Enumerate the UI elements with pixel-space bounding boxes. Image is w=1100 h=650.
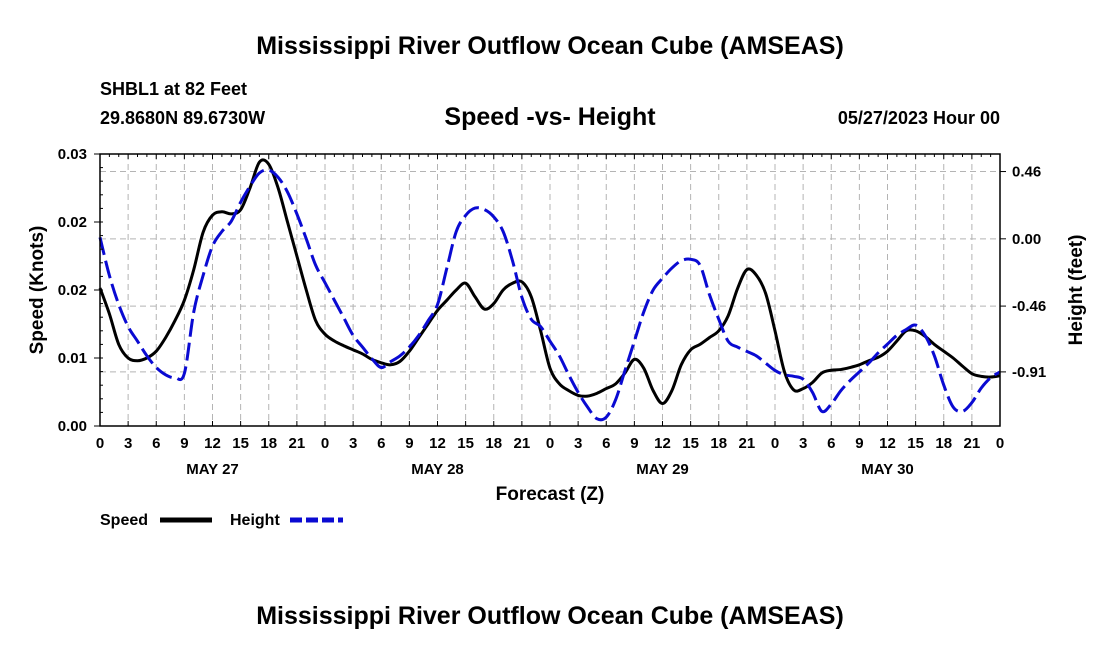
y2-tick-label: 0.00: [1012, 231, 1041, 248]
y-tick-label: 0.00: [58, 418, 87, 435]
day-label: MAY 27: [186, 461, 239, 478]
y-axis-left: 0.00 0.01 0.02 0.02 0.03: [58, 146, 103, 435]
x-tick-label: 9: [855, 435, 863, 452]
day-label: MAY 29: [636, 461, 689, 478]
x-tick-label: 12: [879, 435, 896, 452]
x-axis: 0 3 6 9 12 15 18 21 0 3 6 9 12 15 18 21 0 3 6 9 12 15 18 21 0 3 6 9…: [96, 154, 1004, 452]
chart-title: Mississippi River Outflow Ocean Cube (AM…: [256, 32, 844, 60]
x-tick-label: 3: [124, 435, 132, 452]
x-tick-label: 9: [630, 435, 638, 452]
day-label: MAY 30: [861, 461, 914, 478]
legend: Speed Height: [100, 512, 343, 529]
day-labels: MAY 27 MAY 28 MAY 29 MAY 30: [186, 461, 914, 478]
x-tick-label: 15: [682, 435, 699, 452]
x-axis-label: Forecast (Z): [496, 484, 605, 505]
x-tick-label: 12: [204, 435, 221, 452]
x-tick-label: 18: [485, 435, 502, 452]
x-tick-label: 3: [349, 435, 357, 452]
x-tick-label: 18: [935, 435, 952, 452]
x-tick-label: 0: [771, 435, 779, 452]
x-tick-label: 0: [321, 435, 329, 452]
x-tick-label: 18: [260, 435, 277, 452]
x-tick-label: 9: [180, 435, 188, 452]
x-tick-label: 12: [429, 435, 446, 452]
series-line-height: [98, 168, 1001, 422]
x-tick-label: 21: [514, 435, 531, 452]
y-tick-label: 0.02: [58, 214, 87, 231]
x-tick-label: 0: [996, 435, 1004, 452]
date-label: 05/27/2023 Hour 00: [838, 108, 1000, 128]
x-tick-label: 6: [602, 435, 610, 452]
x-tick-label: 0: [96, 435, 104, 452]
footer-title: Mississippi River Outflow Ocean Cube (AM…: [256, 602, 844, 630]
legend-speed-label: Speed: [100, 512, 148, 529]
x-tick-label: 18: [710, 435, 727, 452]
x-tick-label: 15: [457, 435, 474, 452]
y2-axis-label: Height (feet): [1066, 235, 1087, 346]
y2-tick-label: -0.46: [1012, 298, 1046, 315]
location-label: 29.8680N 89.6730W: [100, 108, 265, 128]
x-tick-label: 21: [739, 435, 756, 452]
x-tick-label: 9: [405, 435, 413, 452]
x-tick-label: 0: [546, 435, 554, 452]
y2-tick-label: 0.46: [1012, 164, 1041, 181]
series-line-speed: [98, 158, 1001, 406]
y-axis-right: 0.46 0.00 -0.46 -0.91: [1000, 164, 1046, 381]
x-tick-label: 12: [654, 435, 671, 452]
day-label: MAY 28: [411, 461, 464, 478]
y2-tick-label: -0.91: [1012, 364, 1046, 381]
y-tick-label: 0.03: [58, 146, 87, 163]
x-tick-label: 21: [964, 435, 981, 452]
series-layer: [98, 158, 1001, 422]
x-tick-label: 15: [232, 435, 249, 452]
x-tick-label: 21: [289, 435, 306, 452]
x-tick-label: 6: [152, 435, 160, 452]
y-axis-label: Speed (Knots): [27, 226, 48, 355]
x-tick-label: 6: [377, 435, 385, 452]
x-tick-label: 15: [907, 435, 924, 452]
grid-layer: [100, 154, 1000, 426]
y-tick-label: 0.02: [58, 282, 87, 299]
x-tick-label: 3: [799, 435, 807, 452]
legend-height-label: Height: [230, 512, 280, 529]
station-label: SHBL1 at 82 Feet: [100, 79, 247, 99]
chart-subtitle: Speed -vs- Height: [444, 103, 656, 131]
x-tick-label: 6: [827, 435, 835, 452]
y-tick-label: 0.01: [58, 350, 87, 367]
x-tick-label: 3: [574, 435, 582, 452]
